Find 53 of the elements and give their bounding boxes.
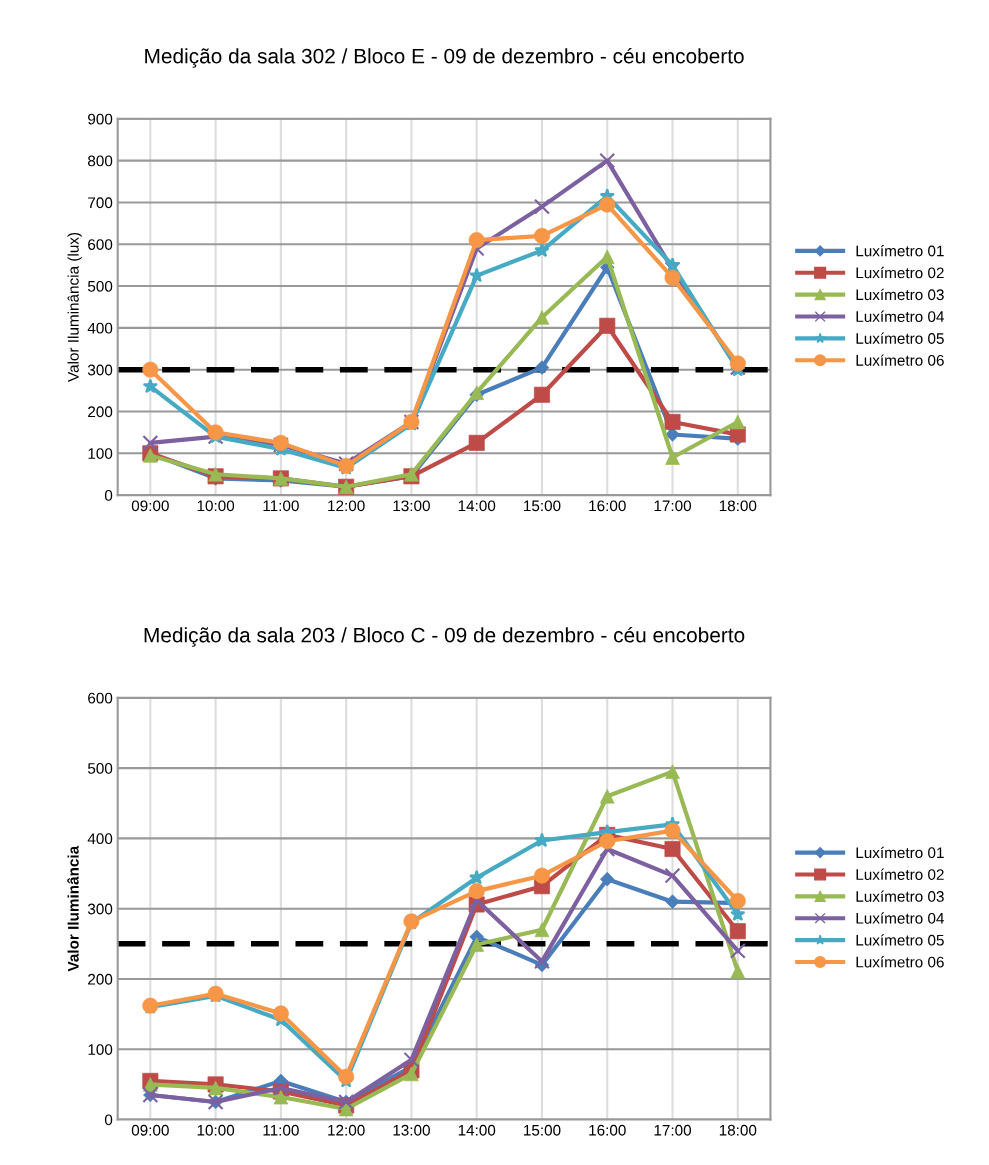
legend-label: Luxímetro 03 [856,288,944,301]
y-tick-label: 0 [104,489,113,501]
x-tick-label: 11:00 [263,500,299,512]
x-tick-label: 09:00 [131,1124,169,1136]
y-tick-label: 900 [88,113,113,125]
y-tick-label: 400 [87,833,113,845]
x-tick-label: 12:00 [328,500,365,512]
y-tick-label: 300 [87,364,113,376]
x-tick-label: 12:00 [328,1124,365,1136]
y-tick-label: 500 [87,762,113,774]
y-tick-label: 600 [88,692,113,704]
x-tick-label: 10:00 [197,500,235,512]
chart-title: Medição da sala 203 / Bloco C - 09 de dezembro - céu encoberto [144,626,745,647]
legend-label: Luxímetro 02 [856,868,944,880]
legend-label: Luxímetro 06 [856,354,944,366]
x-tick-label: 17:00 [654,500,692,512]
y-axis-title: Valor Iluminância [67,845,79,972]
y-tick-label: 100 [88,448,113,459]
y-tick-label: 200 [88,973,113,985]
x-tick-label: 13:00 [393,1124,430,1136]
legend-label: Luxímetro 04 [856,912,945,924]
y-tick-label: 100 [88,1044,113,1055]
x-tick-label: 13:00 [393,500,430,512]
x-tick-label: 16:00 [589,500,626,512]
x-tick-label: 09:00 [131,500,169,512]
y-tick-label: 400 [87,322,113,334]
legend-label: Luxímetro 06 [856,956,944,968]
y-tick-label: 0 [104,1114,113,1126]
y-tick-label: 600 [88,239,113,250]
x-tick-label: 17:00 [654,1124,692,1136]
y-tick-label: 800 [88,155,113,167]
x-tick-label: 18:00 [719,500,757,512]
y-axis-title: Valor Iluminância (lux) [67,232,82,382]
legend-label: Luxímetro 02 [856,266,944,279]
legend-label: Luxímetro 01 [856,244,944,257]
legend-label: Luxímetro 01 [856,846,944,859]
y-tick-label: 200 [88,406,113,418]
x-tick-label: 15:00 [524,1124,561,1136]
x-tick-label: 15:00 [524,500,561,512]
y-tick-label: 500 [87,280,113,292]
legend-label: Luxímetro 03 [856,890,944,902]
x-tick-label: 11:00 [263,1124,299,1136]
chart-title: Medição da sala 302 / Bloco E - 09 de dezembro - céu encoberto [145,47,744,68]
legend-label: Luxímetro 05 [856,934,944,946]
y-tick-label: 700 [88,197,113,209]
legend-label: Luxímetro 05 [856,332,944,344]
legend-label: Luxímetro 04 [856,310,945,323]
x-tick-label: 10:00 [197,1124,235,1136]
y-tick-label: 300 [87,903,113,915]
x-tick-label: 14:00 [458,1124,496,1136]
x-tick-label: 16:00 [589,1124,626,1136]
x-tick-label: 14:00 [458,500,496,512]
x-tick-label: 18:00 [719,1124,757,1136]
